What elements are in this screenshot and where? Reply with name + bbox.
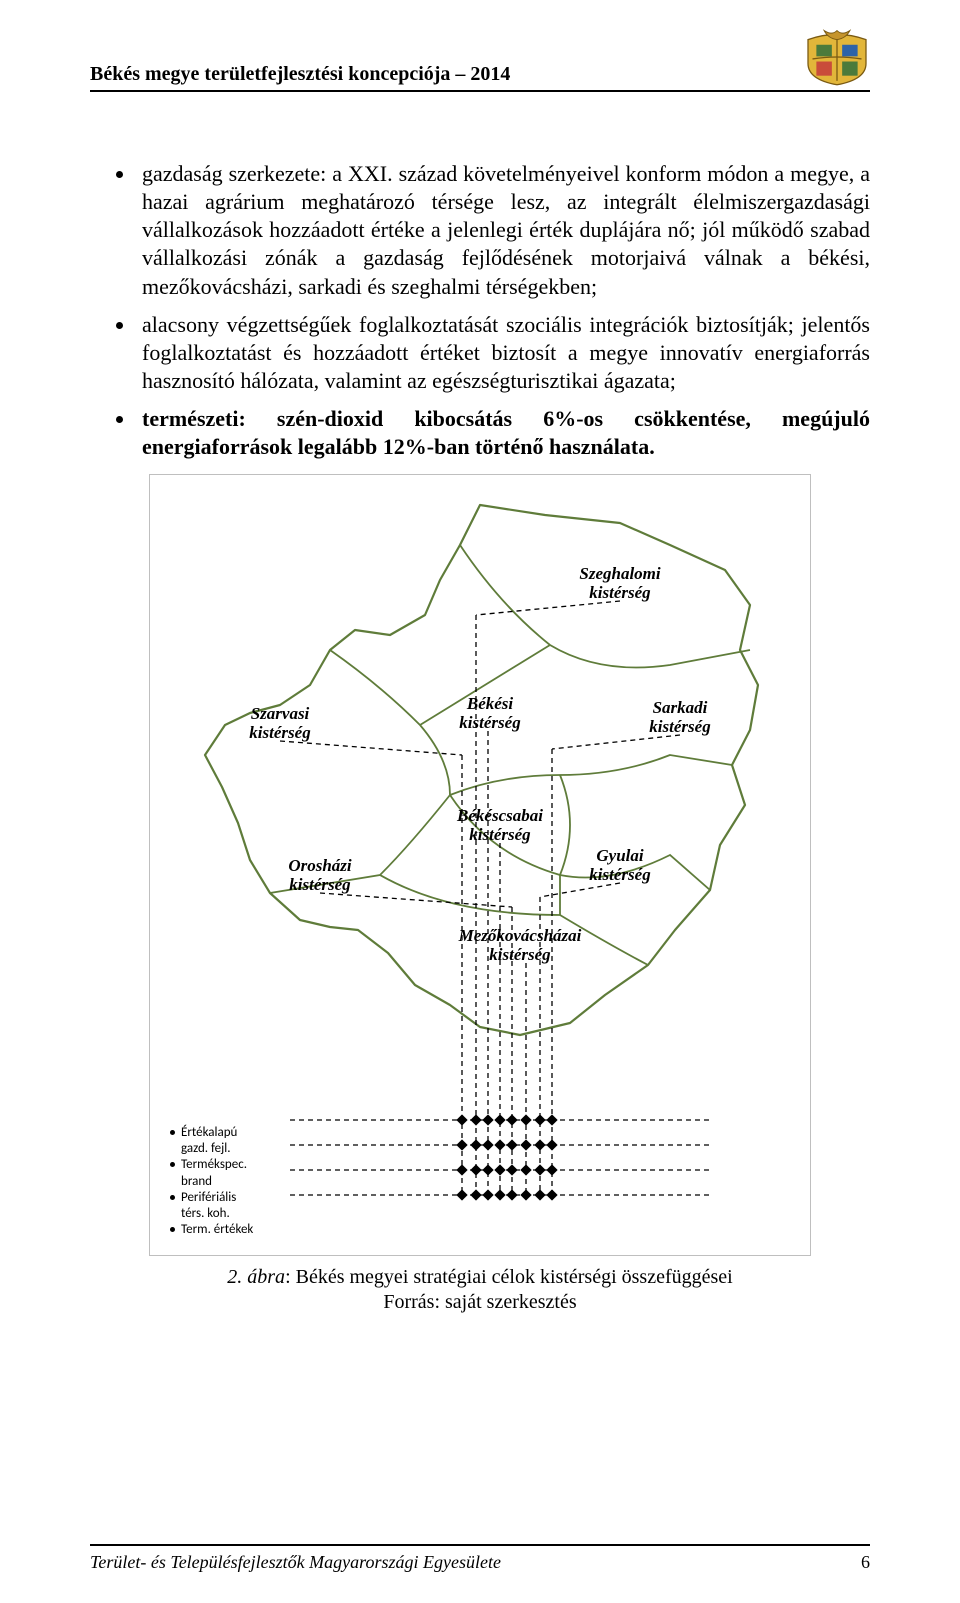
coat-of-arms-icon [804, 28, 870, 86]
legend-text: Perifériálistérs. koh. [181, 1190, 236, 1223]
region-label-line: kistérség [589, 865, 650, 884]
map-legend: Értékalapúgazd. fejl.Termékspec.brandPer… [170, 1125, 253, 1239]
bullet-icon [170, 1130, 175, 1135]
footer-org: Terület- és Településfejlesztők Magyaror… [90, 1552, 501, 1573]
region-label-line: kistérség [489, 945, 550, 964]
region-label-line: kistérség [249, 723, 310, 742]
region-label-sarkadi: Sarkadikistérség [649, 698, 710, 736]
region-label-oroshazi: Orosházikistérség [288, 856, 351, 894]
region-label-szarvasi: Szarvasikistérség [249, 704, 310, 742]
region-label-line: Békési [467, 694, 513, 713]
page-header: Békés megye területfejlesztési koncepció… [90, 28, 870, 92]
region-label-gyulai: Gyulaikistérség [589, 846, 650, 884]
region-label-line: kistérség [649, 717, 710, 736]
bullet-text: alacsony végzettségűek foglalkoztatását … [142, 312, 870, 393]
region-label-line: kistérség [459, 713, 520, 732]
legend-text: Term. értékek [181, 1222, 253, 1238]
bullet-item: gazdaság szerkezete: a XXI. század követ… [136, 160, 870, 301]
bullet-icon [170, 1227, 175, 1232]
region-label-line: Orosházi [288, 856, 351, 875]
region-label-bekesi: Békésikistérség [459, 694, 520, 732]
region-label-mezokov: Mezőkovácsházaikistérség [459, 926, 582, 964]
legend-item: Perifériálistérs. koh. [170, 1190, 253, 1223]
legend-item: Értékalapúgazd. fejl. [170, 1125, 253, 1158]
bullet-icon [170, 1195, 175, 1200]
region-label-bekescsabai: Békéscsabaikistérség [457, 806, 543, 844]
caption-number: 2. ábra [227, 1266, 285, 1288]
map-container: SzeghalomikistérségSzarvasikistérségBéké… [149, 474, 811, 1256]
region-label-line: kistérség [469, 825, 530, 844]
header-title: Békés megye területfejlesztési koncepció… [90, 63, 510, 86]
bullet-text-bold: természeti: szén-dioxid kibocsátás 6%-os… [142, 406, 870, 459]
caption-text: Békés megyei stratégiai célok kistérségi… [296, 1266, 733, 1288]
region-label-line: Szeghalomi [579, 564, 660, 583]
legend-text: Termékspec.brand [181, 1157, 247, 1190]
legend-text: Értékalapúgazd. fejl. [181, 1125, 237, 1158]
caption-sep: : [285, 1266, 296, 1288]
figure-caption: 2. ábra: Békés megyei stratégiai célok k… [227, 1266, 732, 1289]
bullet-text: gazdaság szerkezete: a XXI. század követ… [142, 161, 870, 299]
page-number: 6 [861, 1552, 870, 1573]
bullet-icon [170, 1162, 175, 1167]
bullet-list: gazdaság szerkezete: a XXI. század követ… [90, 160, 870, 462]
figure-source: Forrás: saját szerkesztés [383, 1291, 576, 1314]
legend-item: Term. értékek [170, 1222, 253, 1238]
region-label-line: Békéscsabai [457, 806, 543, 825]
region-label-line: kistérség [289, 875, 350, 894]
region-label-szeghalmi: Szeghalomikistérség [579, 564, 660, 602]
bullet-item: alacsony végzettségűek foglalkoztatását … [136, 311, 870, 395]
region-label-line: Mezőkovácsházai [459, 926, 582, 945]
region-label-line: Gyulai [596, 846, 643, 865]
bullet-item: természeti: szén-dioxid kibocsátás 6%-os… [136, 405, 870, 461]
region-label-line: Sarkadi [653, 698, 708, 717]
figure: SzeghalomikistérségSzarvasikistérségBéké… [90, 474, 870, 1314]
region-label-line: kistérség [589, 583, 650, 602]
region-label-line: Szarvasi [251, 704, 310, 723]
legend-item: Termékspec.brand [170, 1157, 253, 1190]
page-content: gazdaság szerkezete: a XXI. század követ… [90, 92, 870, 1532]
page-footer: Terület- és Településfejlesztők Magyaror… [90, 1544, 870, 1573]
